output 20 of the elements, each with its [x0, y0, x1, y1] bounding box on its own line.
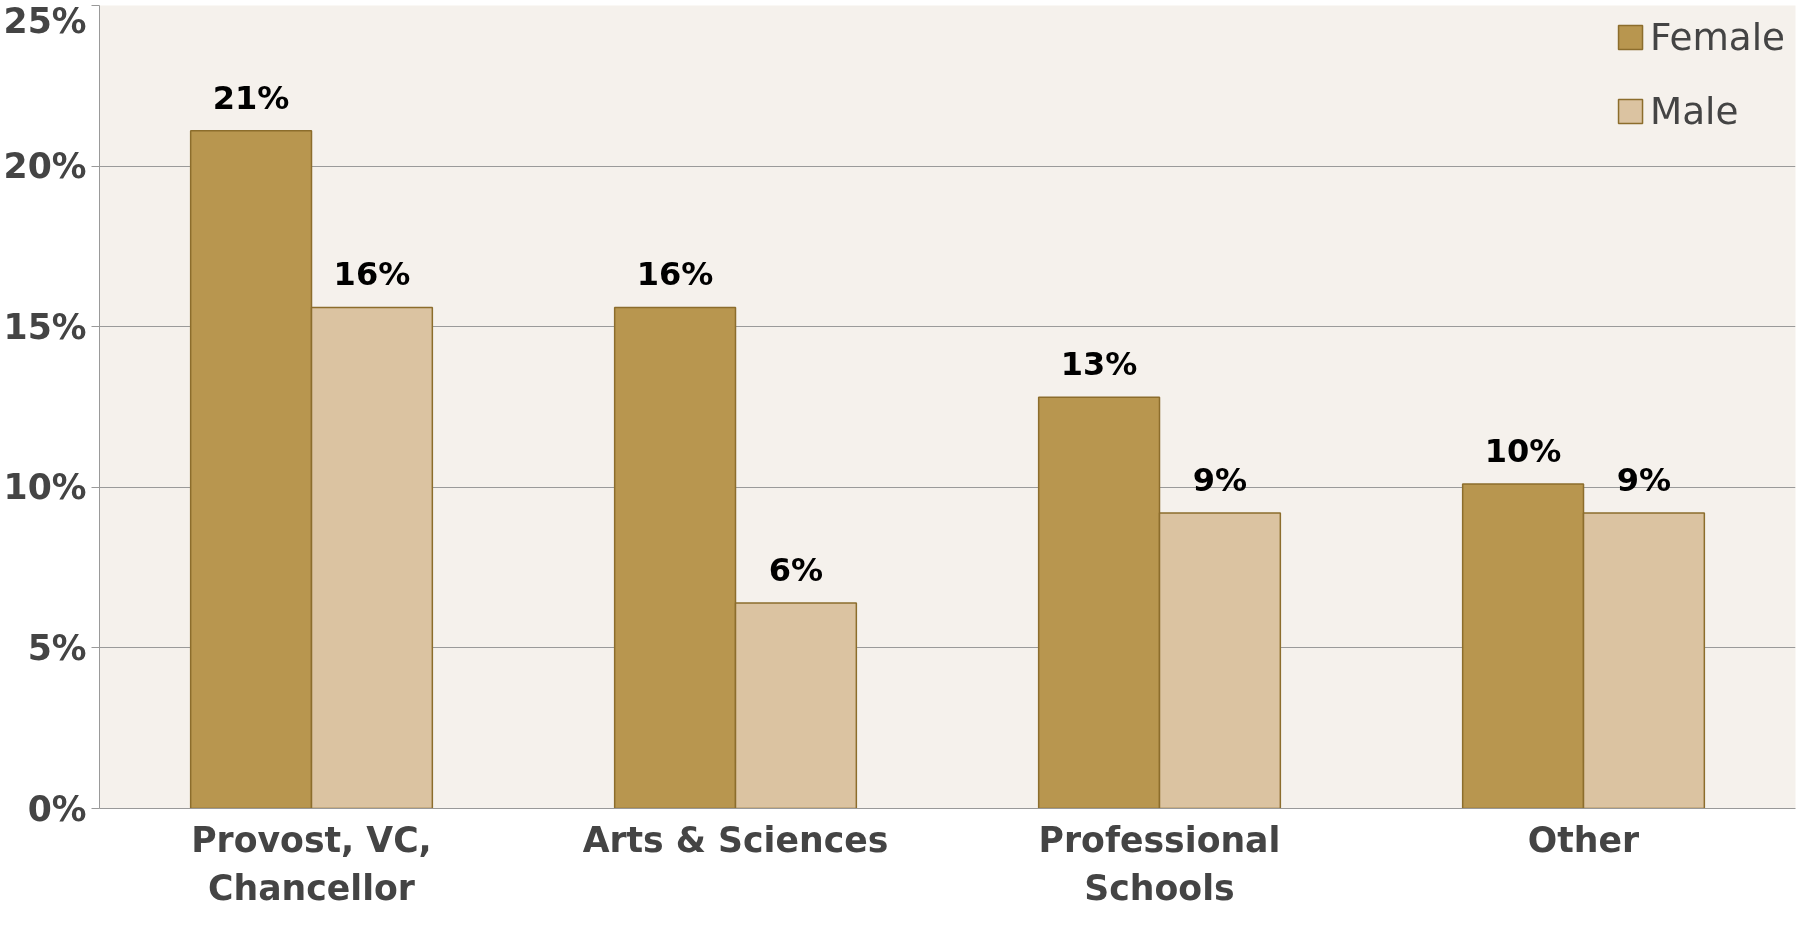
data-label: 9% — [1616, 461, 1672, 499]
x-tick-label: Professional Schools — [1038, 819, 1281, 908]
data-label: 6% — [768, 550, 824, 589]
legend-label: Female — [1650, 15, 1785, 59]
x-tick-label: Other — [1527, 819, 1640, 860]
y-tick-label: 0% — [27, 788, 87, 829]
legend-label: Male — [1650, 89, 1739, 133]
y-tick-label: 15% — [3, 306, 87, 347]
data-label: 16% — [636, 255, 714, 294]
data-label: 9% — [1192, 461, 1248, 499]
data-label: 13% — [1060, 345, 1138, 384]
x-tick-label: Provost, VC, Chancellor — [191, 819, 432, 908]
data-label: 21% — [212, 78, 290, 117]
y-tick-label: 25% — [3, 0, 87, 41]
y-tick-label: 10% — [3, 467, 87, 508]
data-label: 10% — [1484, 432, 1562, 471]
y-tick-label: 5% — [27, 627, 87, 668]
y-tick-label: 20% — [3, 146, 87, 187]
data-label: 16% — [333, 255, 411, 294]
x-tick-label: Arts & Sciences — [582, 819, 889, 860]
